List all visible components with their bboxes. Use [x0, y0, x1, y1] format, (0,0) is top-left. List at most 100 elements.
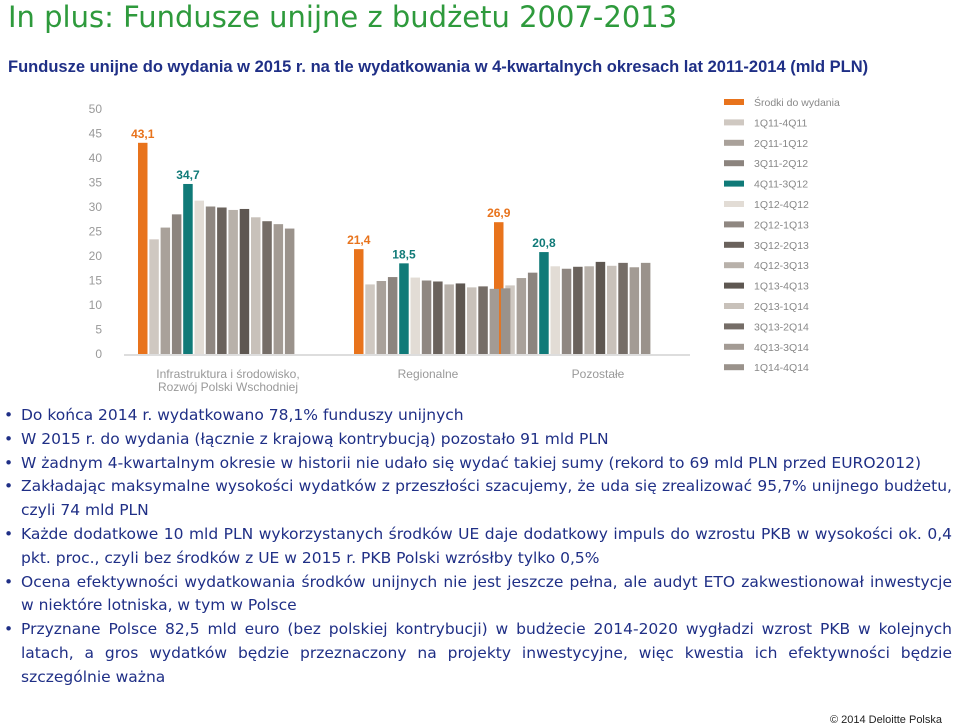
bullet-item: W 2015 r. do wydania (łącznie z krajową …: [4, 428, 952, 452]
bar: [584, 266, 594, 354]
legend-label: 2Q12-1Q13: [754, 219, 809, 231]
y-tick-label: 25: [89, 225, 103, 239]
bar: [149, 239, 159, 354]
x-category-label: Rozwój Polski Wschodniej: [158, 380, 298, 394]
page-subtitle: Fundusze unijne do wydania w 2015 r. na …: [8, 58, 869, 76]
bullet-item: Przyznane Polsce 82,5 mld euro (bez pols…: [4, 618, 952, 689]
legend-swatch: [724, 241, 744, 248]
bar: [455, 283, 466, 354]
bar-value-label: 20,8: [532, 236, 556, 250]
bar: [489, 288, 500, 354]
bar: [273, 224, 284, 354]
bar: [573, 266, 583, 354]
bar: [262, 221, 272, 354]
legend-label: 3Q13-2Q14: [754, 321, 809, 333]
x-category-label: Regionalne: [398, 367, 459, 381]
bar: [527, 272, 538, 354]
bar: [640, 262, 651, 354]
y-tick-label: 45: [89, 127, 103, 141]
bar: [561, 268, 572, 354]
bar: [410, 277, 420, 354]
bar: [205, 206, 216, 354]
legend-swatch: [724, 180, 744, 187]
y-tick-label: 20: [89, 249, 103, 263]
bar-chart: 0 5 10 15 20 25 30 35 40 45 50 43,1 21,4 26,9 34,7 18,5…: [89, 96, 840, 394]
bullet-item: W żadnym 4-kwartalnym okresie w historii…: [4, 452, 952, 476]
legend-swatch: [724, 262, 744, 269]
legend-label: 1Q14-4Q14: [754, 362, 809, 374]
x-category-label: Pozostałe: [572, 367, 625, 381]
legend-swatch: [724, 99, 744, 105]
bar: [550, 266, 560, 354]
bar: [500, 288, 511, 354]
bar: [228, 209, 238, 354]
legend-label: 3Q12-2Q13: [754, 240, 809, 252]
bullet-item: Do końca 2014 r. wydatkowano 78,1% fundu…: [4, 404, 952, 428]
bar: [421, 280, 432, 354]
bar: [251, 217, 261, 354]
legend-label: 4Q12-3Q13: [754, 260, 809, 272]
legend-swatch: [724, 282, 744, 289]
x-category-label: Infrastruktura i środowisko,: [156, 367, 299, 381]
bar: [618, 262, 628, 354]
legend-label: 1Q12-4Q12: [754, 199, 809, 211]
bar: [171, 214, 182, 354]
legend-label: 1Q13-4Q13: [754, 281, 809, 293]
bar: [539, 252, 549, 354]
y-tick-label: 0: [95, 347, 102, 361]
legend-label: 4Q13-3Q14: [754, 342, 809, 354]
legend-swatch: [724, 201, 744, 207]
legend-swatch: [724, 221, 744, 228]
bar: [239, 208, 250, 354]
bar: [284, 228, 295, 354]
bullet-item: Każde dodatkowe 10 mld PLN wykorzystanyc…: [4, 523, 952, 571]
bar-value-label: 18,5: [392, 247, 416, 261]
bar: [183, 183, 193, 354]
bullet-list: Do końca 2014 r. wydatkowano 78,1% fundu…: [4, 404, 952, 690]
legend-label: 1Q11-4Q11: [754, 117, 807, 129]
bar: [376, 280, 387, 354]
bar: [387, 277, 398, 354]
bar: [607, 265, 617, 354]
page-title: In plus: Fundusze unijne z budżetu 2007-…: [8, 0, 678, 34]
legend-swatch: [724, 323, 744, 330]
legend-swatch: [724, 364, 744, 371]
copyright-notice: © 2014 Deloitte Polska: [829, 714, 942, 726]
legend-swatch: [724, 343, 744, 350]
bar: [629, 267, 640, 354]
bar: [433, 281, 443, 354]
bar: [478, 286, 488, 354]
bar: [595, 261, 606, 354]
bar-value-label: 43,1: [131, 127, 155, 141]
bar: [467, 287, 477, 354]
y-tick-label: 35: [89, 176, 103, 190]
legend-swatch: [724, 160, 744, 167]
bar: [444, 284, 454, 354]
bar: [494, 222, 504, 354]
legend-swatch: [724, 303, 744, 309]
legend-label: Środki do wydania: [754, 96, 840, 109]
y-tick-label: 50: [89, 102, 103, 116]
y-tick-label: 15: [89, 274, 103, 288]
legend-swatch: [724, 119, 744, 126]
y-tick-label: 30: [89, 200, 103, 214]
legend-label: 2Q13-1Q14: [754, 301, 809, 313]
legend-label: 2Q11-1Q12: [754, 138, 808, 150]
y-tick-label: 40: [89, 151, 103, 165]
y-tick-label: 5: [95, 323, 102, 337]
legend-label: 4Q11-3Q12: [754, 179, 808, 191]
bar-value-label: 26,9: [487, 206, 511, 220]
bar-value-label: 34,7: [176, 168, 200, 182]
bar: [399, 263, 409, 354]
bar: [365, 284, 375, 354]
y-tick-label: 10: [89, 298, 103, 312]
bar: [516, 278, 527, 354]
bar: [194, 200, 204, 354]
bar-value-label: 21,4: [347, 233, 371, 247]
bar: [138, 142, 148, 354]
bullet-item: Zakładając maksymalne wysokości wydatków…: [4, 475, 952, 523]
legend-label: 3Q11-2Q12: [754, 158, 808, 170]
legend-swatch: [724, 139, 744, 146]
bullet-item: Ocena efektywności wydatkowania środków …: [4, 571, 952, 619]
bar: [354, 249, 364, 354]
